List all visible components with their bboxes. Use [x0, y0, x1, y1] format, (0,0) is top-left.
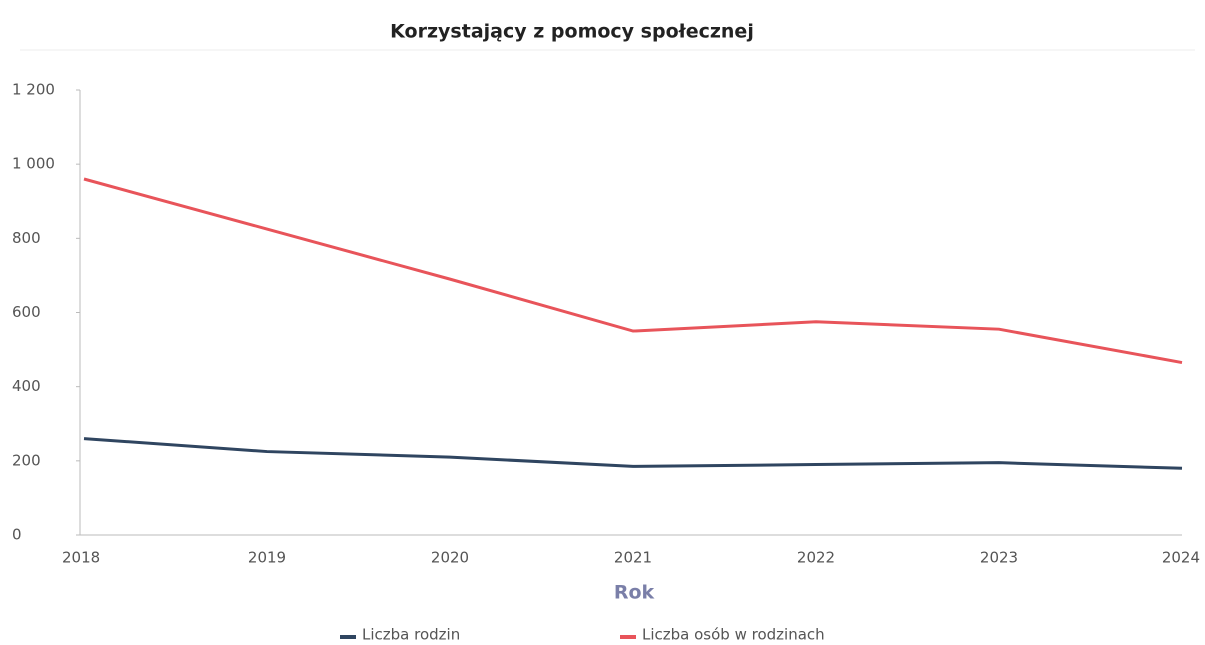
series-line — [83, 437, 1183, 470]
x-tick-label: 2022 — [797, 549, 835, 567]
y-tick-label: 400 — [12, 377, 41, 395]
y-tick-label: 200 — [12, 451, 41, 469]
x-tick-label: 2018 — [62, 549, 100, 567]
x-tick-label: 2023 — [980, 549, 1018, 567]
y-tick-label: 600 — [12, 303, 41, 321]
chart-title: Korzystający z pomocy społecznej — [390, 21, 754, 43]
x-axis-label: Rok — [614, 582, 655, 604]
x-tick-label: 2020 — [431, 549, 469, 567]
y-tick-label: 0 — [12, 526, 22, 544]
series-line — [83, 177, 1183, 365]
y-tick-label: 1 000 — [12, 155, 55, 173]
x-tick-label: 2024 — [1162, 549, 1200, 567]
y-tick-label: 1 200 — [12, 81, 55, 99]
legend-label: Liczba osób w rodzinach — [642, 626, 825, 644]
x-tick-label: 2019 — [248, 549, 286, 567]
legend-label: Liczba rodzin — [362, 626, 460, 644]
x-tick-label: 2021 — [614, 549, 652, 567]
y-tick-label: 800 — [12, 229, 41, 247]
